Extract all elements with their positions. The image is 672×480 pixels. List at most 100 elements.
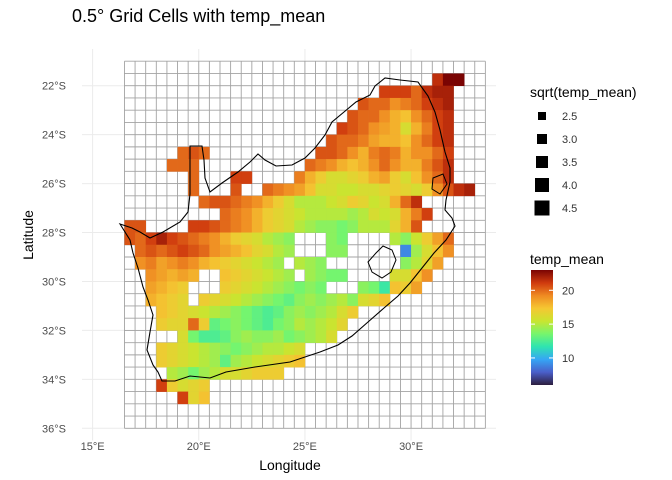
heat-cell [273, 208, 284, 221]
heat-cell [336, 293, 348, 307]
heat-cell [262, 293, 274, 307]
heat-cell [198, 195, 210, 209]
heat-cell [432, 110, 444, 123]
heat-cell [177, 269, 189, 282]
heat-cell [389, 159, 401, 172]
heat-cell [421, 232, 433, 246]
heat-cell [188, 183, 200, 197]
heat-cell [304, 220, 316, 233]
heat-cell [294, 281, 306, 294]
heat-cell [198, 318, 210, 331]
heat-cell [368, 281, 380, 294]
y-tick-label: 34°S [42, 374, 66, 386]
y-tick-label: 32°S [42, 325, 66, 337]
heat-cell [219, 330, 231, 343]
heat-cell [273, 183, 284, 197]
heat-cell [389, 134, 401, 148]
heat-cells [124, 73, 476, 405]
heat-cell [283, 318, 295, 331]
heat-cell [198, 232, 210, 246]
colorbar [531, 270, 553, 385]
heat-cell [124, 220, 136, 233]
heat-cell [304, 281, 316, 294]
heat-cell [209, 354, 221, 368]
heat-cell [166, 159, 178, 172]
heat-cell [368, 293, 380, 307]
heat-cell [262, 183, 274, 197]
heat-cell [347, 183, 359, 197]
heat-cell [411, 97, 422, 111]
heat-cell [400, 159, 412, 172]
heat-cell [177, 281, 189, 294]
heat-cell [421, 110, 433, 123]
heat-cell [326, 134, 338, 148]
heat-cell [156, 379, 168, 392]
heat-cell [389, 171, 401, 184]
heat-cell [368, 159, 380, 172]
heat-cell [336, 232, 348, 246]
heat-cell [379, 195, 391, 209]
heat-cell [219, 293, 231, 307]
x-tick-label: 30°E [399, 441, 423, 453]
heat-cell [156, 293, 168, 307]
chart-title: 0.5° Grid Cells with temp_mean [72, 6, 325, 27]
heat-cell [230, 220, 242, 233]
heat-cell [273, 342, 284, 356]
heat-cell [188, 305, 200, 319]
heat-cell [400, 232, 412, 246]
heat-cell [336, 208, 348, 221]
heat-cell [262, 330, 274, 343]
heat-cell [304, 159, 316, 172]
heat-cell [379, 281, 391, 294]
y-tick-label: 22°S [42, 81, 66, 93]
x-axis-ticks: 15°E 20°E 25°E 30°E [81, 441, 423, 453]
y-tick-label: 36°S [42, 423, 66, 435]
heat-cell [251, 232, 263, 246]
heat-cell [230, 195, 242, 209]
heat-cell [368, 220, 380, 233]
heat-cell [219, 244, 231, 258]
heat-cell [336, 318, 348, 331]
heat-cell [230, 183, 242, 197]
heat-cell [209, 220, 221, 233]
heat-cell [389, 195, 401, 209]
size-legend-label: 2.5 [562, 111, 577, 123]
heat-cell [251, 281, 263, 294]
heat-cell [241, 269, 253, 282]
heat-cell [188, 318, 200, 331]
heat-cell [336, 134, 348, 148]
heat-cell [336, 305, 348, 319]
heat-cell [379, 122, 391, 135]
heat-cell [400, 208, 412, 221]
heat-cell [262, 195, 274, 209]
heat-cell [411, 220, 422, 233]
heat-cell [442, 159, 454, 172]
heat-cell [411, 122, 422, 135]
heat-cell [379, 220, 391, 233]
heat-cell [219, 269, 231, 282]
heat-cell [262, 318, 274, 331]
heat-cell [357, 134, 369, 148]
heat-cell [177, 367, 189, 380]
heat-cell [219, 318, 231, 331]
heat-cell [230, 244, 242, 258]
heat-cell [198, 367, 210, 380]
country-outline [118, 77, 456, 382]
heat-cell [188, 354, 200, 368]
heat-cell [241, 330, 253, 343]
eswatini-outline [431, 173, 448, 195]
heat-cell [453, 183, 465, 197]
heat-cell [198, 379, 210, 392]
heat-cell [432, 171, 444, 184]
heat-cell [347, 171, 359, 184]
heat-cell [368, 183, 380, 197]
heat-cell [336, 220, 348, 233]
heat-cell [347, 305, 359, 319]
heat-cell [273, 293, 284, 307]
heat-cell [347, 110, 359, 123]
heat-cell [283, 232, 295, 246]
heat-cell [230, 208, 242, 221]
size-legend-key [536, 156, 548, 168]
heat-cell [209, 305, 221, 319]
heat-cell [357, 97, 369, 111]
